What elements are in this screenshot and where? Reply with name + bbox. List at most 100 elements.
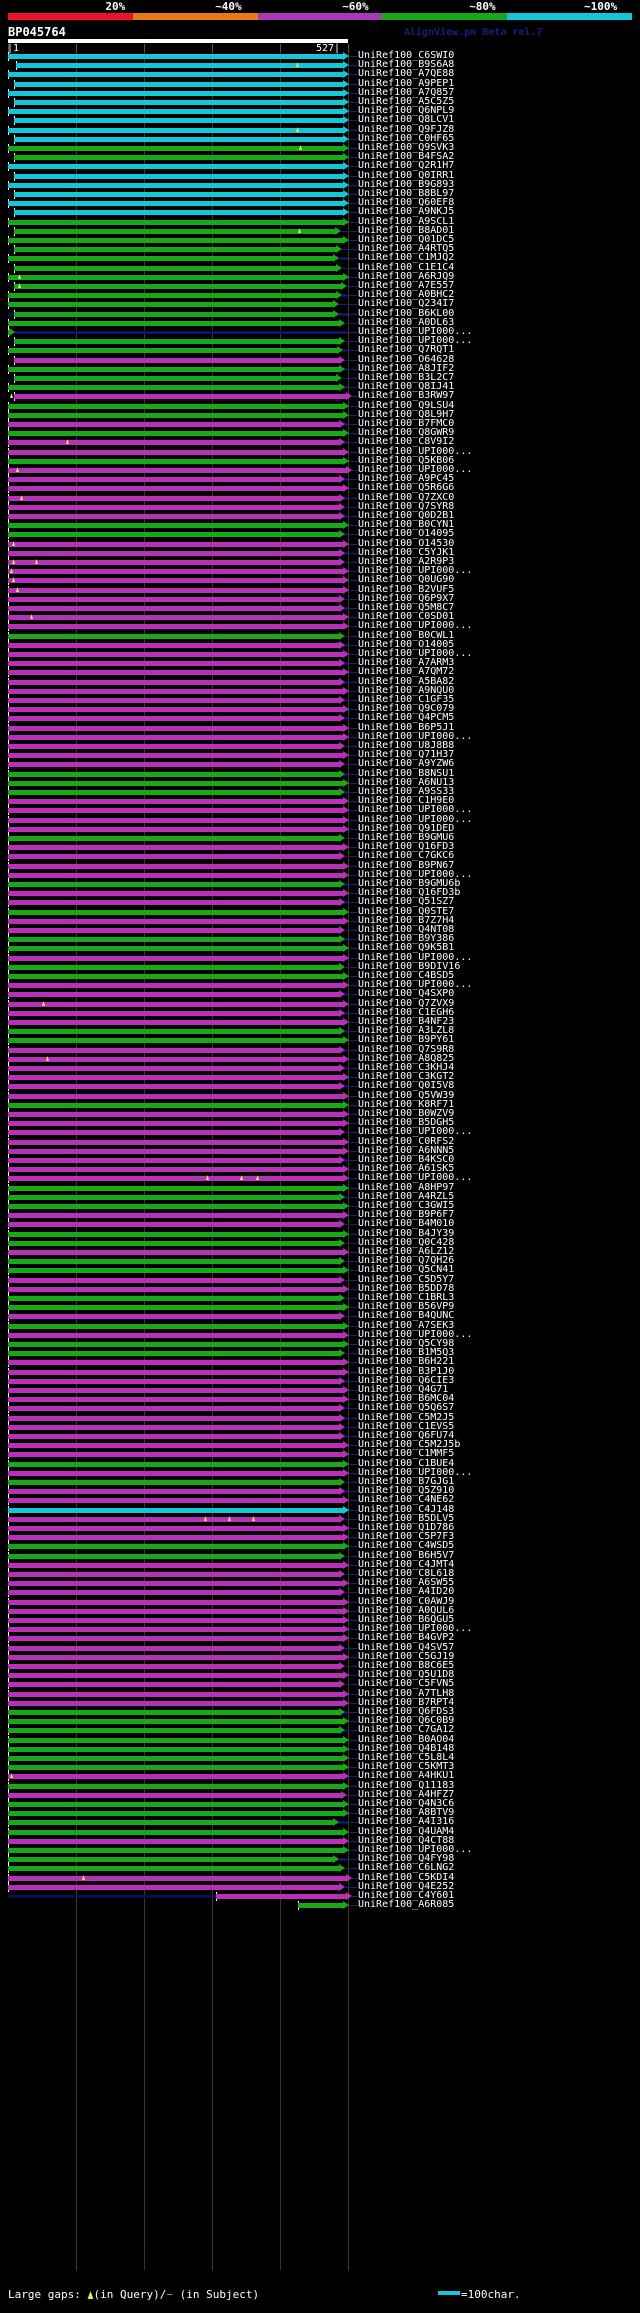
hit-row[interactable]: UniRef100_C0HF65	[0, 133, 640, 144]
hit-bar[interactable]	[14, 100, 343, 105]
hit-bar[interactable]	[14, 247, 336, 252]
hit-row[interactable]: UniRef100_Q8L9H7	[0, 410, 640, 420]
hit-bar[interactable]	[8, 523, 343, 528]
hit-id-label[interactable]: UniRef100_B56VP9	[358, 1301, 455, 1312]
hit-row[interactable]: UniRef100_A7QM72	[0, 666, 640, 677]
hit-bar[interactable]	[8, 1296, 339, 1301]
hit-row[interactable]: UniRef100_C5KMT3	[0, 1762, 640, 1772]
hit-row[interactable]: UniRef100_Q4E252	[0, 1882, 640, 1892]
hit-id-label[interactable]: UniRef100_UPI000...	[358, 1329, 473, 1340]
hit-row[interactable]: UniRef100_C5M2J5	[0, 1413, 640, 1423]
hit-row[interactable]: UniRef100_B0AO04	[0, 1735, 640, 1745]
hit-row[interactable]: UniRef100_C4NE62	[0, 1494, 640, 1505]
hit-id-label[interactable]: UniRef100_C4NE62	[358, 1494, 455, 1505]
hit-id-label[interactable]: UniRef100_Q4UAM4	[358, 1826, 455, 1837]
hit-id-label[interactable]: UniRef100_O14530	[358, 538, 455, 549]
hit-bar[interactable]	[8, 385, 339, 390]
hit-row[interactable]: UniRef100_C1BUE4	[0, 1459, 640, 1469]
hit-row[interactable]: UniRef100_O64628	[0, 355, 640, 365]
hit-id-label[interactable]: UniRef100_C0HF65	[358, 133, 455, 144]
hit-id-label[interactable]: UniRef100_C8L618	[358, 1568, 455, 1579]
hit-bar[interactable]	[8, 762, 339, 767]
hit-bar[interactable]	[8, 1149, 343, 1154]
hit-row[interactable]: UniRef100_UPI000...	[0, 621, 640, 631]
hit-id-label[interactable]: UniRef100_B9GMU6b	[358, 878, 461, 889]
hit-bar[interactable]	[14, 118, 343, 123]
hit-row[interactable]: UniRef100_C0RFS2	[0, 1137, 640, 1147]
hit-row[interactable]: UniRef100_B4FSA2	[0, 152, 640, 162]
hit-id-label[interactable]: UniRef100_B9G893	[358, 179, 455, 190]
hit-row[interactable]: UniRef100_B9DIV16	[0, 962, 640, 972]
hit-row[interactable]: UniRef100_Q0D2B1	[0, 511, 640, 521]
hit-row[interactable]: UniRef100_Q7SYR8	[0, 502, 640, 512]
hit-bar[interactable]	[8, 220, 343, 225]
hit-row[interactable]: UniRef100_Q5CY98	[0, 1339, 640, 1349]
hit-bar[interactable]	[8, 321, 339, 326]
hit-id-label[interactable]: UniRef100_C5KDI4	[358, 1872, 455, 1883]
hit-bar[interactable]	[8, 367, 339, 372]
hit-row[interactable]: UniRef100_Q4NT08	[0, 925, 640, 935]
hit-row[interactable]: UniRef100_Q4SXP0	[0, 988, 640, 999]
hit-id-label[interactable]: UniRef100_Q71H37	[358, 749, 455, 760]
hit-row[interactable]: UniRef100_Q5Q6S7	[0, 1403, 640, 1413]
hit-id-label[interactable]: UniRef100_Q7S9R8	[358, 1044, 455, 1055]
hit-bar[interactable]	[8, 1002, 343, 1007]
hit-id-label[interactable]: UniRef100_Q6FU74	[358, 1430, 455, 1441]
hit-bar[interactable]	[14, 229, 335, 234]
hit-bar[interactable]	[14, 137, 343, 142]
hit-row[interactable]: UniRef100_C5L8L4	[0, 1753, 640, 1763]
hit-id-label[interactable]: UniRef100_Q9LSU4	[358, 400, 455, 411]
hit-id-label[interactable]: UniRef100_B8BL97	[358, 188, 455, 199]
hit-id-label[interactable]: UniRef100_A9PEP1	[358, 78, 455, 89]
hit-row[interactable]: UniRef100_A9SS33	[0, 787, 640, 797]
hit-id-label[interactable]: UniRef100_C4J148	[358, 1504, 455, 1515]
hit-bar[interactable]	[8, 1526, 343, 1531]
hit-bar[interactable]	[8, 1682, 339, 1687]
hit-bar[interactable]	[8, 910, 343, 915]
hit-bar[interactable]	[8, 1204, 343, 1209]
hit-bar[interactable]	[8, 330, 9, 335]
hit-bar[interactable]	[8, 1572, 339, 1577]
hit-row[interactable]: UniRef100_C3GWI5	[0, 1201, 640, 1211]
hit-row[interactable]: UniRef100_Q5R6G6	[0, 483, 640, 493]
hit-id-label[interactable]: UniRef100_A7ARM3	[358, 657, 455, 668]
hit-id-label[interactable]: UniRef100_A7QM72	[358, 666, 455, 677]
hit-bar[interactable]	[8, 404, 343, 409]
hit-row[interactable]: UniRef100_B0WZV9	[0, 1109, 640, 1119]
hit-row[interactable]: UniRef100_B3L2C7	[0, 373, 640, 383]
hit-row[interactable]: UniRef100_Q16FD3	[0, 842, 640, 852]
hit-row[interactable]: UniRef100_UPI000...	[0, 1468, 640, 1478]
hit-bar[interactable]	[8, 1452, 343, 1457]
hit-bar[interactable]	[8, 1471, 343, 1476]
hit-row[interactable]: UniRef100_A4ID20	[0, 1587, 640, 1597]
hit-id-label[interactable]: UniRef100_B7RPT4	[358, 1697, 455, 1708]
hit-bar[interactable]	[8, 1011, 339, 1016]
hit-id-label[interactable]: UniRef100_Q4SV57	[358, 1642, 455, 1653]
hit-id-label[interactable]: UniRef100_Q5M8C7	[358, 602, 455, 613]
hit-row[interactable]: UniRef100_A8BTV9	[0, 1808, 640, 1818]
hit-bar[interactable]	[8, 983, 343, 988]
hit-row[interactable]: UniRef100_A0BHC2	[0, 290, 640, 300]
hit-bar[interactable]	[8, 1140, 343, 1145]
hit-id-label[interactable]: UniRef100_A2R9P3	[358, 556, 455, 567]
hit-bar[interactable]	[8, 1416, 339, 1421]
hit-id-label[interactable]: UniRef100_A4RTQ5	[358, 243, 455, 254]
hit-id-label[interactable]: UniRef100_B5DGH5	[358, 1117, 455, 1128]
hit-bar[interactable]	[8, 634, 339, 639]
hit-row[interactable]: UniRef100_B56VP9	[0, 1301, 640, 1312]
hit-bar[interactable]	[8, 459, 343, 464]
hit-bar[interactable]	[8, 772, 339, 777]
hit-bar[interactable]	[8, 1314, 339, 1319]
hit-bar[interactable]	[8, 1728, 339, 1733]
hit-bar[interactable]	[8, 1443, 343, 1448]
hit-bar[interactable]	[8, 1195, 339, 1200]
hit-row[interactable]: UniRef100_C4Y601	[0, 1891, 640, 1901]
hit-id-label[interactable]: UniRef100_Q4SXP0	[358, 988, 455, 999]
hit-bar[interactable]	[8, 72, 343, 77]
hit-id-label[interactable]: UniRef100_Q234I7	[358, 298, 455, 309]
hit-bar[interactable]	[8, 882, 339, 887]
hit-row[interactable]: UniRef100_Q16FD3b	[0, 888, 640, 898]
hit-bar[interactable]	[8, 946, 343, 951]
hit-row[interactable]: UniRef100_B0CYN1	[0, 520, 640, 530]
hit-row[interactable]: UniRef100_UPI000...	[0, 447, 640, 457]
